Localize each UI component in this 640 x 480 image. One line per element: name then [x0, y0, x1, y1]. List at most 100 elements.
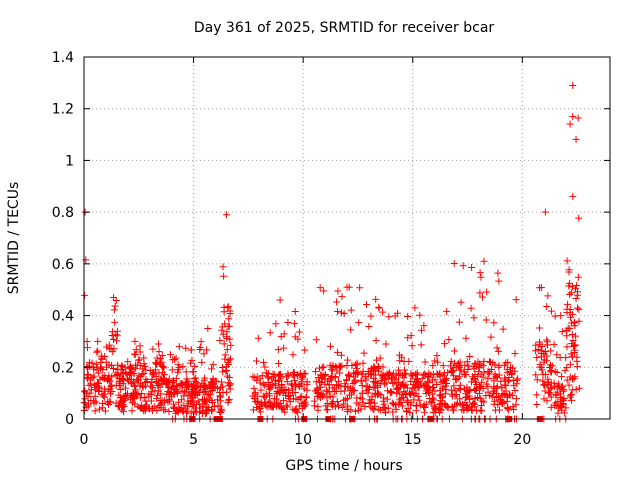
data-point	[571, 285, 579, 293]
data-point	[313, 392, 321, 400]
data-point	[533, 376, 541, 384]
data-point	[569, 192, 577, 200]
data-point	[409, 371, 417, 379]
data-point	[567, 289, 575, 297]
data-point	[387, 387, 395, 395]
data-point	[568, 310, 576, 318]
data-point	[504, 377, 512, 385]
data-point	[164, 387, 172, 395]
data-point	[349, 380, 357, 388]
data-point	[223, 346, 231, 354]
data-point	[430, 402, 438, 410]
data-point	[298, 399, 306, 407]
data-point	[282, 401, 290, 409]
data-point	[95, 405, 103, 413]
data-point	[358, 382, 366, 390]
data-point	[556, 401, 564, 409]
data-point	[422, 400, 430, 408]
data-point	[420, 408, 428, 416]
data-point	[396, 370, 404, 378]
data-point	[300, 370, 308, 378]
data-point	[509, 402, 517, 410]
data-point	[442, 402, 450, 410]
x-axis-label: GPS time / hours	[285, 458, 402, 474]
data-point	[99, 392, 107, 400]
data-point	[290, 369, 298, 377]
data-point	[279, 388, 287, 396]
data-point	[130, 369, 138, 377]
data-point	[101, 407, 109, 415]
data-point	[492, 384, 500, 392]
data-point	[354, 406, 362, 414]
data-point	[427, 398, 435, 406]
data-point	[462, 394, 470, 402]
data-point	[468, 406, 476, 414]
data-point	[454, 374, 462, 382]
data-point	[498, 391, 506, 399]
data-point	[503, 397, 511, 405]
data-point	[490, 377, 498, 385]
data-point	[429, 394, 437, 402]
data-point	[149, 384, 157, 392]
data-point	[535, 324, 543, 332]
data-point	[225, 315, 233, 323]
data-point	[219, 389, 227, 397]
data-point	[90, 372, 98, 380]
data-point	[343, 283, 351, 291]
data-point	[366, 396, 374, 404]
data-point	[182, 409, 190, 417]
data-point	[217, 408, 225, 416]
y-tick-label: 1	[65, 153, 74, 169]
data-point	[441, 340, 449, 348]
data-point	[570, 343, 578, 351]
data-point	[250, 384, 258, 392]
data-point	[343, 376, 351, 384]
data-point	[138, 389, 146, 397]
data-point	[353, 364, 361, 372]
data-point	[547, 347, 555, 355]
data-point	[171, 386, 179, 394]
data-point	[82, 256, 90, 264]
data-point	[464, 388, 472, 396]
data-point	[118, 366, 126, 374]
data-point	[140, 394, 148, 402]
data-point	[288, 381, 296, 389]
data-point	[216, 392, 224, 400]
data-point	[291, 320, 299, 328]
data-point	[90, 365, 98, 373]
data-point	[327, 342, 335, 350]
data-point	[402, 391, 410, 399]
data-point	[445, 336, 453, 344]
data-point	[321, 375, 329, 383]
data-point	[443, 307, 451, 315]
data-point	[471, 403, 479, 411]
data-point	[441, 379, 449, 387]
data-point	[95, 369, 103, 377]
data-point	[260, 392, 268, 400]
data-point	[547, 368, 555, 376]
data-point	[87, 380, 95, 388]
data-point	[326, 374, 334, 382]
data-point	[219, 383, 227, 391]
data-point	[494, 269, 502, 277]
data-point	[442, 375, 450, 383]
data-point	[261, 363, 269, 371]
data-point	[343, 405, 351, 413]
data-point	[463, 358, 471, 366]
data-point	[388, 389, 396, 397]
data-point	[473, 362, 481, 370]
data-point	[383, 395, 391, 403]
data-point	[568, 283, 576, 291]
data-point	[412, 382, 420, 390]
data-point	[216, 337, 224, 345]
data-point	[558, 406, 566, 414]
data-point	[563, 376, 571, 384]
data-point	[93, 348, 101, 356]
data-point	[436, 392, 444, 400]
data-point	[214, 402, 222, 410]
data-point	[341, 380, 349, 388]
data-point	[500, 361, 508, 369]
data-point	[338, 293, 346, 301]
data-point	[220, 272, 228, 280]
data-point	[135, 371, 143, 379]
